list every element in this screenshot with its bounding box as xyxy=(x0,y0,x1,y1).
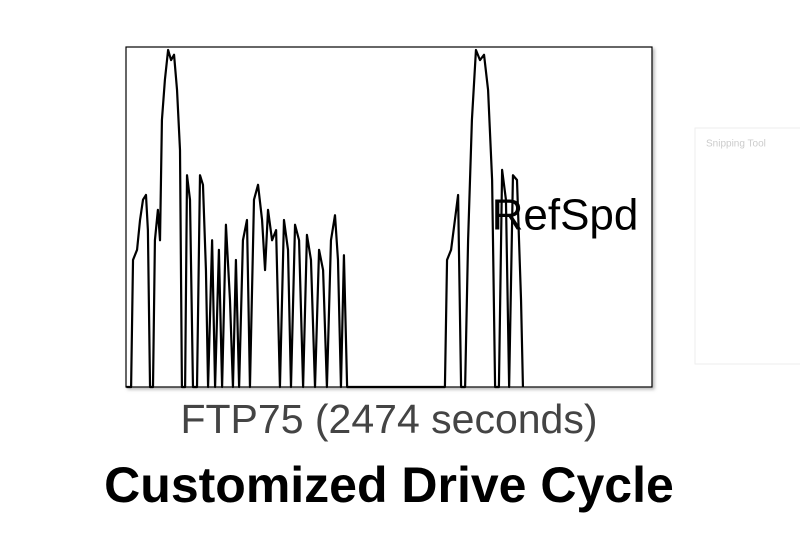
chart-title: Customized Drive Cycle xyxy=(104,457,674,513)
chart-subtitle: FTP75 (2474 seconds) xyxy=(180,396,597,442)
window-frame xyxy=(694,127,800,365)
window-title: Snipping Tool xyxy=(706,139,766,150)
snipping-tool-window: Snipping Tool xyxy=(694,127,800,365)
series-line xyxy=(126,48,525,389)
plot xyxy=(126,48,525,389)
series-label: RefSpd xyxy=(492,191,639,240)
